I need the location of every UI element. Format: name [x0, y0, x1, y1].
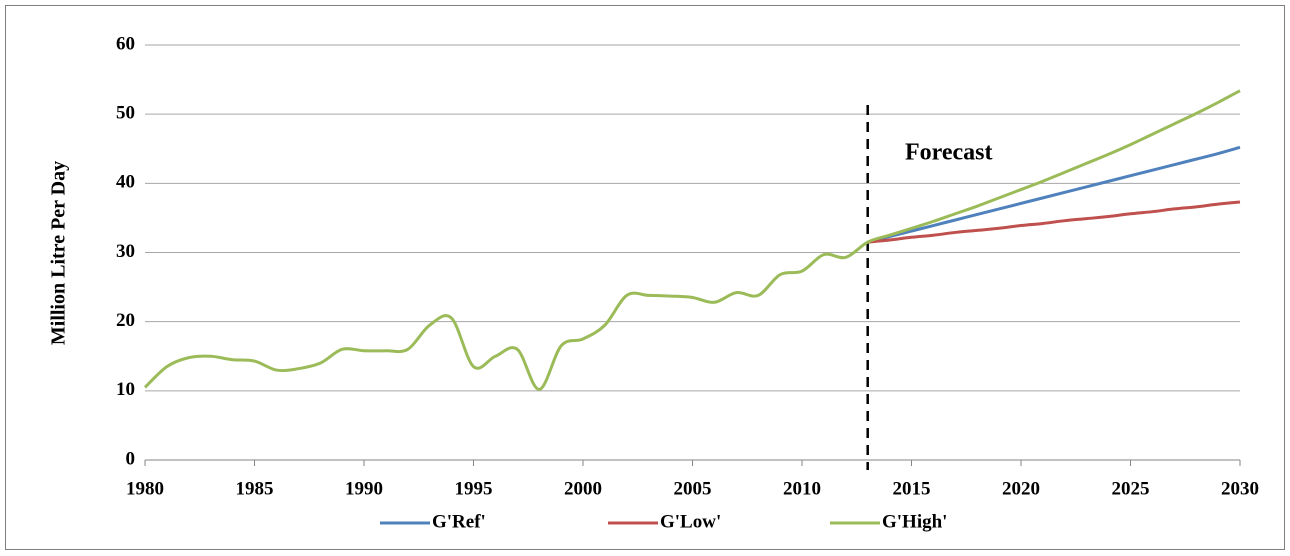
x-tick-label: 2000 — [564, 478, 602, 499]
x-tick-label: 1990 — [345, 478, 383, 499]
x-tick-label: 2030 — [1221, 478, 1259, 499]
x-tick-label: 1980 — [126, 478, 164, 499]
y-tick-label: 0 — [126, 448, 136, 469]
y-tick-label: 30 — [116, 241, 135, 262]
y-tick-label: 40 — [116, 172, 135, 193]
series-line — [143, 89, 1241, 391]
y-tick-label: 10 — [116, 379, 135, 400]
annotation: Forecast — [905, 140, 993, 166]
y-tick-label: 50 — [116, 103, 135, 124]
y-tick-label: 20 — [116, 310, 135, 331]
x-tick-label: 2015 — [893, 478, 931, 499]
y-tick-label: 60 — [116, 33, 135, 54]
x-tick-label: 2010 — [783, 478, 821, 499]
chart-border — [5, 5, 1285, 550]
legend-label: G'High' — [882, 511, 947, 532]
y-axis-label: Million Litre Per Day — [48, 161, 70, 345]
series-line — [867, 145, 1241, 244]
x-tick-label: 1995 — [455, 478, 493, 499]
x-tick-label: 1985 — [236, 478, 274, 499]
x-tick-label: 2025 — [1112, 478, 1150, 499]
x-tick-label: 2005 — [674, 478, 712, 499]
legend-label: G'Ref' — [432, 511, 486, 532]
series-line — [867, 200, 1241, 244]
x-tick-label: 2020 — [1002, 478, 1040, 499]
legend-label: G'Low' — [660, 511, 721, 532]
